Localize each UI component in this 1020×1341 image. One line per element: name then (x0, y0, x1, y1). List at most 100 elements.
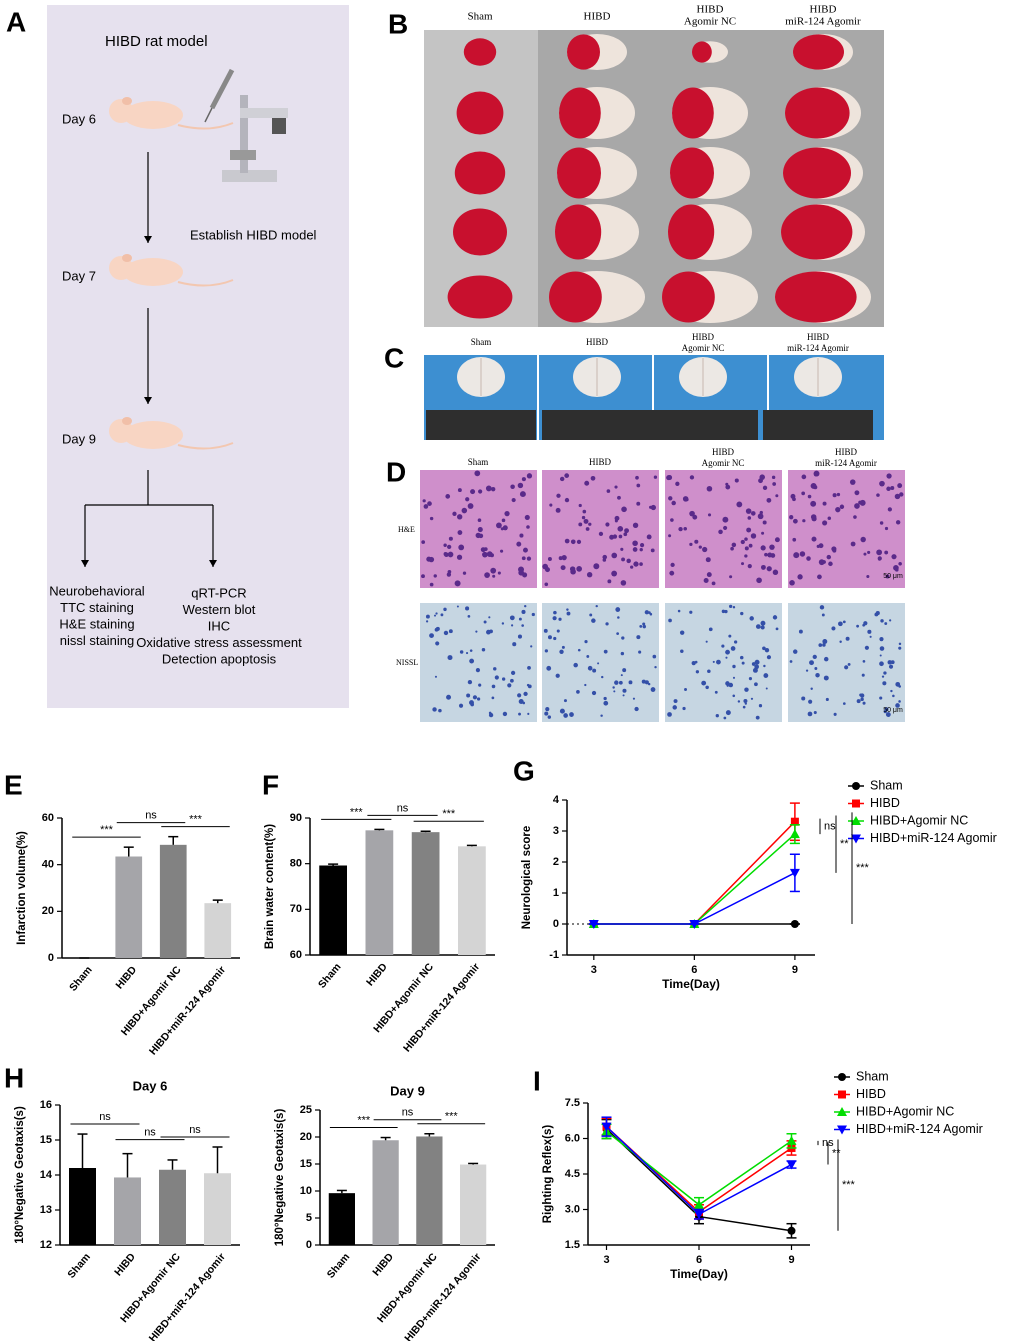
nucleus (556, 493, 561, 498)
he-image (542, 470, 659, 588)
nucleus (492, 574, 496, 578)
y-tick-label: 4.5 (565, 1168, 580, 1180)
nissl-body (764, 647, 770, 653)
nucleus (884, 526, 889, 531)
nucleus (454, 580, 461, 587)
nucleus (590, 475, 596, 481)
nissl-body (668, 618, 672, 623)
nucleus (876, 549, 883, 556)
bar (328, 1193, 355, 1245)
nucleus (623, 532, 628, 537)
nissl-body (895, 703, 900, 708)
nissl-body (622, 688, 627, 693)
assay-label: H&E staining (59, 616, 134, 631)
nissl-body (677, 609, 681, 613)
nissl-body (587, 665, 593, 671)
nucleus (836, 492, 841, 497)
y-axis-label: Infarction volume(%) (16, 831, 28, 945)
nucleus (555, 507, 561, 513)
y-tick-label: 0 (306, 1239, 312, 1251)
nissl-body (644, 610, 649, 615)
nucleus (443, 543, 447, 547)
nissl-body (638, 650, 642, 654)
nissl-body (875, 611, 880, 616)
scale-bar-label: 50 μm (883, 573, 903, 580)
y-tick-label: 6.0 (565, 1132, 580, 1144)
nucleus (898, 562, 902, 566)
nucleus (523, 547, 528, 553)
nissl-body (546, 665, 552, 671)
nucleus (734, 478, 739, 483)
nucleus (465, 497, 470, 502)
nucleus (822, 501, 827, 506)
nucleus (423, 504, 429, 509)
nucleus (624, 528, 629, 534)
nissl-body (898, 685, 902, 688)
y-tick-label: 7.5 (565, 1097, 580, 1109)
column-header: HIBD (692, 332, 714, 342)
chart-title: Day 9 (390, 1083, 425, 1098)
nucleus (811, 536, 817, 542)
significance-label: ** (832, 1147, 841, 1159)
significance-label: ns (99, 1111, 111, 1123)
nucleus (564, 538, 570, 544)
nissl-body (842, 702, 846, 705)
nissl-body (691, 660, 696, 666)
nucleus (729, 575, 733, 579)
nucleus (689, 475, 695, 480)
nucleus (474, 470, 481, 477)
nucleus (775, 494, 779, 498)
nucleus (467, 503, 474, 509)
nissl-body (728, 682, 734, 688)
assay-label: Neurobehavioral (49, 583, 145, 598)
nissl-body (615, 607, 621, 612)
nissl-body (467, 679, 473, 685)
marker (790, 920, 799, 928)
y-tick-label: 16 (40, 1099, 52, 1111)
nucleus (774, 537, 780, 543)
x-tick-label: Sham (67, 964, 95, 994)
ruler (648, 410, 758, 440)
nucleus (526, 525, 530, 529)
nissl-body (435, 641, 440, 646)
column-header: miR-124 Agomir (787, 343, 849, 353)
nissl-body (491, 684, 496, 689)
nissl-body (728, 634, 732, 638)
syringe (209, 68, 235, 110)
nissl-body (634, 706, 639, 712)
nissl-body (561, 645, 565, 649)
nucleus (482, 551, 488, 558)
nucleus (689, 510, 695, 517)
nissl-body (775, 627, 779, 631)
nucleus (807, 494, 812, 499)
nucleus (894, 493, 901, 500)
nucleus (722, 516, 729, 523)
nissl-body (732, 676, 736, 679)
y-tick-label: 4 (553, 794, 560, 806)
nissl-body (469, 658, 475, 664)
nissl-body (576, 690, 580, 694)
nucleus (703, 578, 709, 584)
nissl-body (435, 612, 438, 615)
nissl-body (465, 606, 470, 611)
nucleus (810, 500, 817, 507)
column-header: HIBD (584, 11, 611, 23)
nissl-body (734, 640, 738, 644)
nissl-body (475, 668, 481, 673)
nissl-body (701, 680, 707, 686)
significance-label: *** (442, 808, 456, 820)
nucleus (612, 534, 618, 539)
nissl-body (801, 696, 806, 701)
nissl-body (648, 611, 651, 615)
nissl-body (558, 617, 562, 621)
nissl-body (552, 616, 557, 621)
nucleus (706, 572, 712, 578)
nissl-body (622, 668, 627, 673)
rat-ear (122, 417, 132, 425)
significance-label: ns (144, 1127, 156, 1139)
nucleus (725, 484, 731, 490)
nissl-body (494, 675, 499, 680)
nucleus (560, 565, 566, 571)
nissl-body (433, 614, 437, 617)
nucleus (549, 503, 553, 507)
